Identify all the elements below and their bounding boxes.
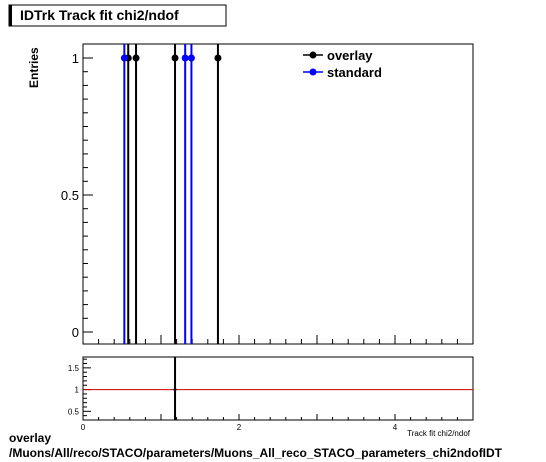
legend-label: standard <box>327 65 382 80</box>
ratio-plot-frame <box>82 356 474 421</box>
data-point <box>187 54 195 62</box>
chart-title: IDTrk Track fit chi2/ndof <box>20 7 179 23</box>
y-axis-label: Entries <box>27 47 41 88</box>
x-axis-label: Track fit chi2/ndof <box>407 429 471 438</box>
data-point <box>132 54 140 62</box>
y-tick-label: 1 <box>72 51 79 66</box>
main-plot-frame <box>82 43 474 345</box>
y-tick-label: 0 <box>72 325 79 340</box>
main-axis-ticks: 00.51 <box>61 51 474 344</box>
data-point <box>171 54 179 62</box>
legend: overlay standard <box>303 48 382 80</box>
ratio-y-tick-label: 1 <box>75 386 80 395</box>
ratio-data-marks <box>83 357 473 420</box>
footer-line-2: /Muons/All/reco/STACO/parameters/Muons_A… <box>9 446 503 460</box>
ratio-x-tick-label: 0 <box>81 423 86 432</box>
data-point <box>120 54 128 62</box>
ratio-x-tick-label: 2 <box>237 423 242 432</box>
ratio-y-tick-label: 1.5 <box>68 364 80 373</box>
footer-line-1: overlay <box>9 431 52 445</box>
ratio-point <box>173 388 177 392</box>
ratio-x-tick-label: 4 <box>393 423 398 432</box>
main-data-marks <box>120 44 222 344</box>
ratio-y-tick-label: 0.5 <box>68 407 80 416</box>
y-tick-label: 0.5 <box>61 188 79 203</box>
ratio-axis-ticks: 0.5 1 1.5 0 2 4 <box>68 358 474 432</box>
legend-marker <box>309 68 317 76</box>
title-box: IDTrk Track fit chi2/ndof <box>8 4 227 27</box>
data-point <box>181 54 189 62</box>
legend-label: overlay <box>327 48 373 63</box>
legend-marker <box>309 51 317 59</box>
data-point <box>214 54 222 62</box>
